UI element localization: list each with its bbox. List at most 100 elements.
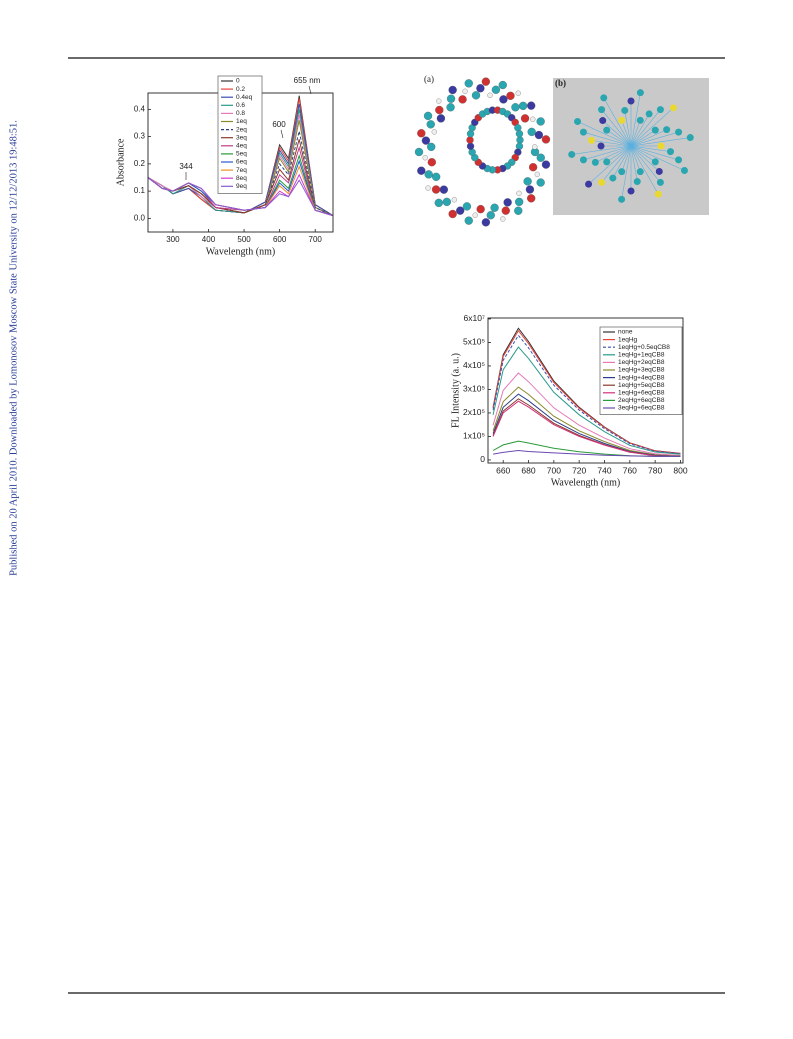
bond [630, 137, 691, 147]
atom [476, 204, 485, 214]
legend-label: 1eqHg+0.5eqCB8 [618, 344, 670, 351]
atom [514, 206, 523, 215]
bond [606, 129, 632, 147]
x-tick-label: 300 [166, 235, 180, 244]
atom [456, 206, 465, 215]
y-tick-label: 3x10⁵ [463, 384, 485, 394]
atom [425, 185, 431, 191]
bond [630, 107, 674, 147]
bond [602, 120, 632, 147]
y-tick-label: 2x10⁵ [463, 407, 485, 417]
atom [431, 185, 441, 194]
legend-label: 3eqHg+6eqCB8 [618, 405, 665, 412]
atom [598, 178, 606, 186]
atom [618, 116, 626, 124]
bond [583, 131, 632, 147]
y-tick-label: 0.3 [134, 132, 146, 141]
atom [486, 211, 495, 220]
atom [462, 202, 472, 211]
legend-box [217, 75, 263, 194]
bond [595, 145, 632, 163]
atom [515, 90, 521, 96]
atom [536, 178, 545, 187]
atom [435, 105, 444, 115]
legend-label: none [618, 329, 633, 336]
atom [686, 134, 694, 142]
atom [490, 203, 499, 212]
x-axis-label: Wavelength (nm) [551, 477, 620, 488]
atom [423, 111, 433, 121]
legend-label: 5eq [236, 151, 247, 158]
atom [636, 89, 644, 97]
y-tick-label: 1x10⁵ [463, 431, 485, 441]
data-line [492, 334, 681, 455]
atom [523, 177, 532, 186]
legend-label: 8eq [236, 175, 247, 182]
x-tick-label: 800 [673, 465, 687, 475]
bond [588, 145, 632, 185]
legend-label: 9eq [236, 183, 247, 190]
legend-label: 1eqHg+5eqCB8 [618, 382, 665, 389]
atom [466, 142, 475, 150]
atom [462, 88, 468, 94]
bond [630, 109, 661, 147]
legend-label: 0.8 [236, 110, 245, 117]
atom [587, 136, 595, 144]
bond [630, 145, 679, 161]
atom [525, 185, 535, 194]
atom [500, 216, 506, 222]
atom [499, 95, 508, 104]
atom [651, 126, 659, 134]
y-tick-label: 6x10⁷ [463, 313, 485, 323]
bond [630, 92, 641, 147]
data-line [493, 449, 681, 457]
atom [424, 170, 433, 179]
atom [417, 129, 426, 138]
atom [472, 212, 478, 218]
atom [518, 101, 528, 111]
atom [579, 156, 587, 164]
bond [630, 145, 638, 182]
bond [630, 129, 667, 147]
bond [601, 109, 632, 147]
atom [656, 106, 664, 114]
atom [651, 158, 659, 166]
legend-label: 1eq [236, 118, 247, 125]
atom [655, 167, 663, 175]
legend-label: 0.4eq [236, 94, 253, 101]
bond [606, 145, 632, 163]
atom [536, 117, 545, 126]
x-tick-label: 500 [237, 235, 251, 244]
bond [601, 145, 632, 183]
atom [530, 116, 536, 122]
y-tick-label: 5x10⁵ [463, 337, 485, 347]
atom [436, 98, 442, 104]
legend-label: 2eqHg+6eqCB8 [618, 397, 665, 404]
annotation-arrow [308, 85, 312, 95]
x-tick-label: 680 [521, 465, 535, 475]
atom [451, 197, 458, 203]
atom [654, 190, 662, 198]
atom [627, 187, 635, 195]
atom [591, 158, 599, 166]
atom [515, 197, 524, 207]
atom [434, 198, 443, 208]
atom [527, 194, 536, 203]
atom [568, 150, 576, 158]
atom [448, 209, 457, 219]
atom [627, 97, 635, 105]
panel-b-structure [568, 89, 694, 203]
atom [574, 117, 582, 125]
legend-label: 6eq [236, 159, 247, 166]
legend-label: 1eqHg+2eqCB8 [618, 359, 665, 366]
atom [516, 136, 524, 144]
atom [421, 136, 431, 145]
atom [527, 101, 536, 110]
atom [431, 129, 437, 135]
x-tick-label: 700 [547, 465, 561, 475]
atom [481, 77, 491, 86]
atom [516, 190, 522, 196]
atom [585, 180, 593, 188]
bond [630, 145, 671, 152]
data-line [492, 386, 681, 457]
